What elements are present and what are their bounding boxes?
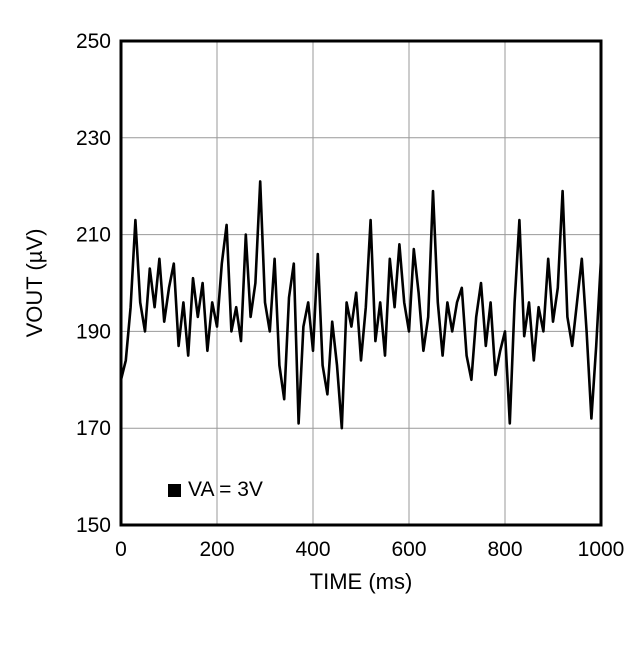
x-tick-label: 600 (391, 538, 426, 561)
plot-frame (119, 39, 603, 527)
x-tick-label: 1000 (578, 538, 625, 561)
x-tick-label: 0 (115, 538, 127, 561)
x-tick-label: 800 (487, 538, 522, 561)
x-tick-label: 200 (199, 538, 234, 561)
y-tick-label: 150 (76, 514, 111, 537)
data-trace (119, 180, 603, 430)
y-tick-label: 230 (76, 127, 111, 150)
y-axis-label: VOUT (µV) (22, 228, 47, 338)
x-tick-label: 400 (295, 538, 330, 561)
y-tick-label: 250 (76, 30, 111, 53)
legend-square-marker-icon (168, 483, 181, 497)
y-tick-label: 190 (76, 320, 111, 343)
legend-label: VA = 3V (188, 478, 263, 501)
y-tick-label: 170 (76, 417, 111, 440)
legend: VA = 3V (168, 478, 263, 502)
y-tick-label: 210 (76, 224, 111, 247)
x-axis-label: TIME (ms) (309, 569, 413, 594)
